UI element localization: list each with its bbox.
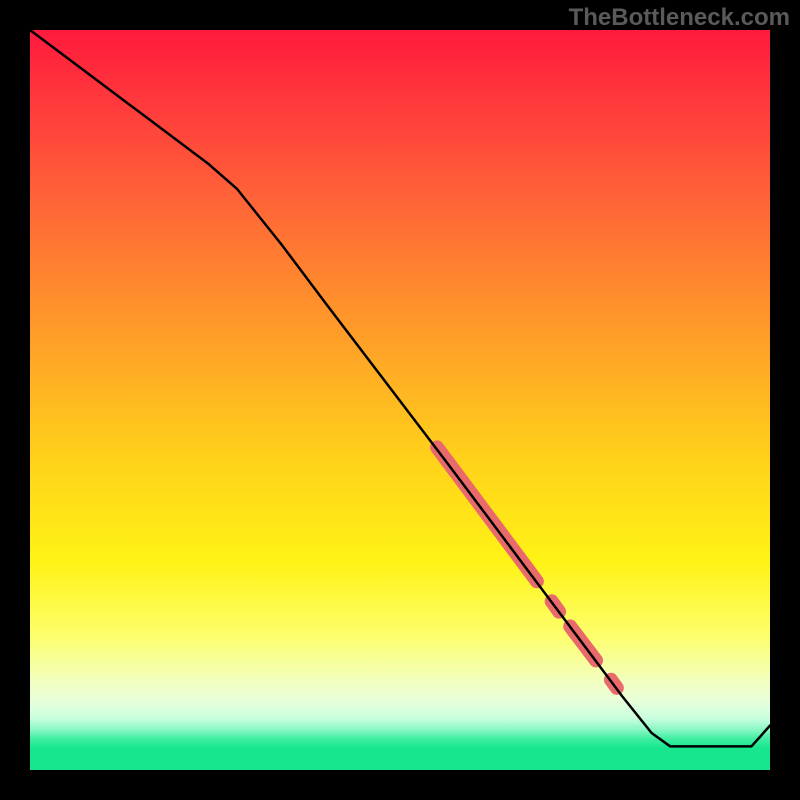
chart-svg — [0, 0, 800, 800]
chart-stage: TheBottleneck.com — [0, 0, 800, 800]
watermark-text: TheBottleneck.com — [569, 4, 790, 32]
